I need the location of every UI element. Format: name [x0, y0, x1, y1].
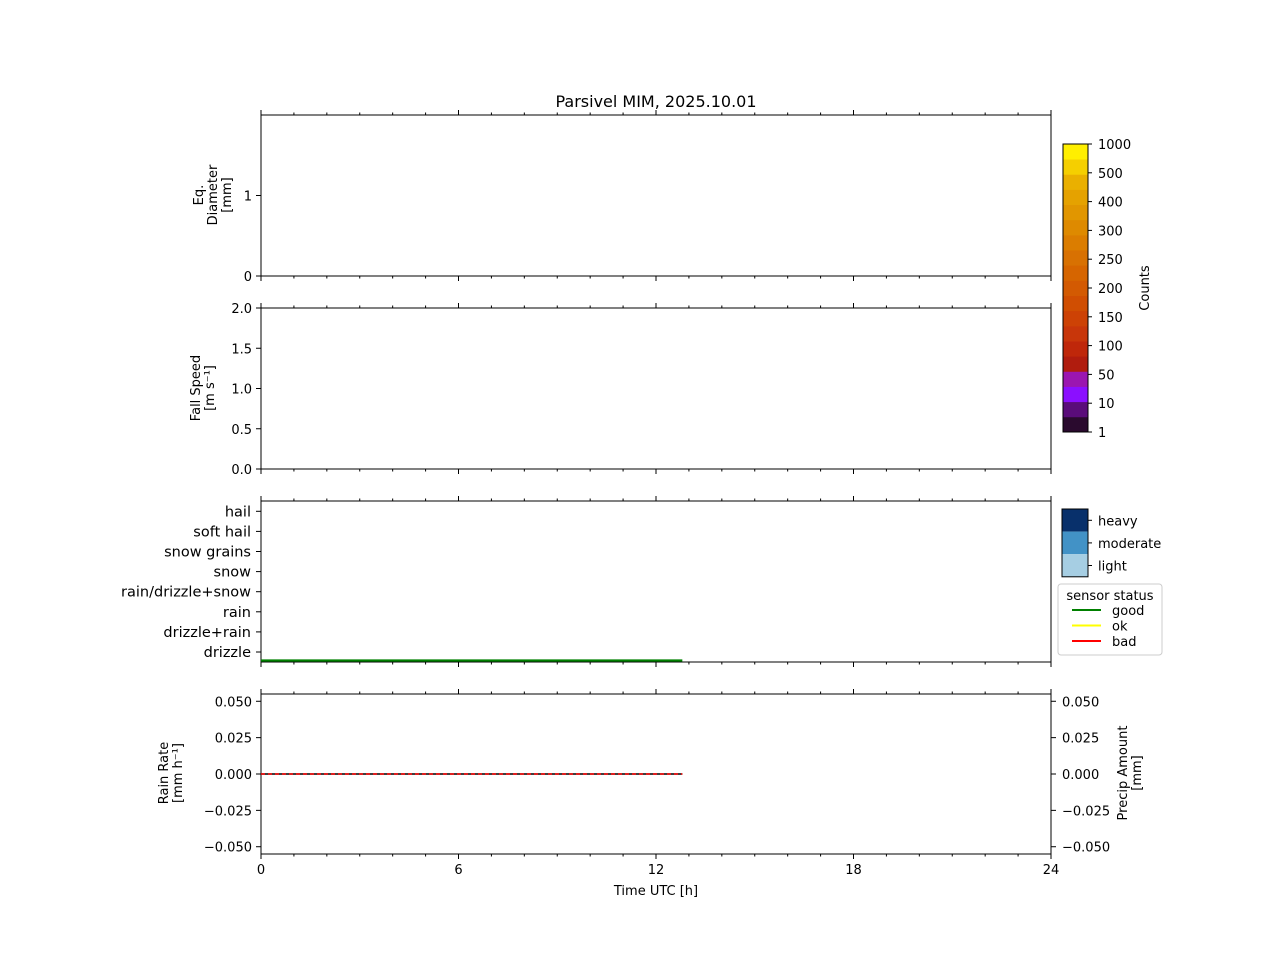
- y-tick-label-right: 0.000: [1062, 768, 1099, 783]
- colorbar-tick-label: 250: [1098, 253, 1123, 268]
- x-tick-label: 12: [648, 863, 665, 878]
- colorbar-tick-label: 10: [1098, 397, 1115, 412]
- y-tick-label: −0.025: [204, 804, 252, 819]
- intensity-label: moderate: [1098, 537, 1161, 552]
- colorbar-tick-label: 50: [1098, 368, 1115, 383]
- colorbar-tick-label: 500: [1098, 167, 1123, 182]
- y-tick-label-right: −0.025: [1062, 804, 1110, 819]
- colorbar-label: Counts: [1138, 265, 1153, 311]
- diameter-axis-label: Eq.Diameter[mm]: [192, 164, 235, 225]
- category-label: drizzle: [204, 645, 251, 661]
- x-tick-label: 18: [845, 863, 862, 878]
- y-tick-label: 2.0: [231, 302, 252, 317]
- x-axis-label: Time UTC [h]: [613, 884, 698, 899]
- colorbar-swatch: [1063, 159, 1088, 175]
- y-tick-label-right: −0.050: [1062, 841, 1110, 856]
- category-label: hail: [225, 504, 251, 520]
- colorbar-swatch: [1063, 341, 1088, 357]
- y-tick-label: 0.5: [231, 423, 252, 438]
- intensity-swatch: [1062, 531, 1088, 555]
- category-label: soft hail: [193, 524, 251, 540]
- y-tick-label: 0.000: [215, 768, 252, 783]
- colorbar-swatch: [1063, 386, 1088, 403]
- colorbar-swatch: [1063, 144, 1088, 160]
- precip-type-panel: drizzle drizzle+rain rain rain/drizzle+snow…: [121, 496, 1052, 667]
- category-label: drizzle+rain: [163, 625, 251, 641]
- colorbar-tick-label: 300: [1098, 224, 1123, 239]
- axis-label-line: [m s⁻¹]: [203, 365, 218, 411]
- plot-frame: [260, 307, 1052, 470]
- y-tick-label: 0.025: [215, 732, 252, 747]
- y-tick-label: 1.0: [231, 383, 252, 398]
- y-tick-label: 0: [244, 270, 252, 285]
- colorbar-swatch: [1063, 280, 1088, 296]
- intensity-frame: [1061, 508, 1089, 578]
- colorbar-swatch: [1063, 234, 1088, 251]
- y-tick-label: 0.050: [215, 695, 252, 710]
- colorbar-tick-label: 1: [1098, 426, 1106, 441]
- axis-label-line: Precip Amount: [1116, 726, 1131, 821]
- fallspeed-panel: 0.0 0.5 1.0 1.5 2.0 Fall Speed[m s⁻¹]: [189, 302, 1052, 478]
- colorbar-swatch: [1063, 371, 1088, 387]
- category-label: snow: [214, 565, 252, 581]
- colorbar-swatch: [1063, 204, 1088, 221]
- y-tick-label: 1: [244, 190, 252, 205]
- x-tick-label: 6: [454, 863, 462, 878]
- x-tick-label: 0: [257, 863, 265, 878]
- colorbar-swatch: [1063, 356, 1088, 372]
- colorbar-swatch: [1063, 295, 1088, 312]
- rain-panel: 0.050 0.025 0.000 −0.025 −0.050 0.050 0.025 0.0…: [157, 689, 1145, 899]
- intensity-swatch: [1062, 554, 1088, 577]
- y-tick-label: 0.0: [231, 463, 252, 478]
- legend-label: good: [1112, 604, 1144, 619]
- counts-colorbar: 1 10 50 100 150 200 250 300 400 500 1000 Counts: [1062, 138, 1153, 441]
- intensity-label: light: [1098, 560, 1127, 575]
- colorbar-swatch: [1063, 189, 1088, 206]
- colorbar-swatch: [1063, 401, 1088, 418]
- y-tick-label-right: 0.025: [1062, 732, 1099, 747]
- legend-label: bad: [1112, 635, 1136, 650]
- x-tick-label: 24: [1043, 863, 1060, 878]
- category-label: rain: [223, 605, 251, 621]
- intensity-label: heavy: [1098, 514, 1138, 529]
- diameter-panel: 0 1 Eq.Diameter[mm]: [192, 110, 1052, 285]
- y-tick-label: 1.5: [231, 342, 252, 357]
- y-tick-label-right: 0.050: [1062, 695, 1099, 710]
- legend-title: sensor status: [1066, 589, 1153, 604]
- legend-label: ok: [1112, 620, 1128, 635]
- axis-label-line: Eq.: [192, 185, 207, 206]
- colorbar-tick-label: 1000: [1098, 138, 1131, 153]
- fallspeed-axis-label: Fall Speed[m s⁻¹]: [189, 355, 218, 421]
- axis-label-line: Rain Rate: [157, 742, 172, 805]
- colorbar-swatch: [1063, 174, 1088, 190]
- colorbar-swatch: [1063, 250, 1088, 266]
- chart-title: Parsivel MIM, 2025.10.01: [555, 92, 756, 111]
- plot-frame: [260, 500, 1052, 663]
- intensity-legend: heavy moderate light: [1061, 508, 1161, 578]
- precip-amount-axis-label: Precip Amount[mm]: [1116, 726, 1145, 821]
- category-label: snow grains: [164, 545, 251, 561]
- axis-label-line: Diameter: [206, 164, 221, 225]
- axis-label-line: [mm]: [220, 177, 235, 212]
- axis-label-line: Fall Speed: [189, 355, 204, 421]
- colorbar-tick-label: 400: [1098, 196, 1123, 211]
- colorbar-swatch: [1063, 265, 1088, 281]
- colorbar-swatch: [1063, 310, 1088, 327]
- plot-frame: [260, 114, 1052, 277]
- category-label: rain/drizzle+snow: [121, 585, 251, 601]
- legend-box: [1057, 583, 1163, 656]
- colorbar-tick-label: 150: [1098, 311, 1123, 326]
- colorbar-tick-label: 200: [1098, 282, 1123, 297]
- colorbar-tick-label: 100: [1098, 340, 1123, 355]
- intensity-swatch: [1062, 509, 1088, 532]
- colorbar-swatch: [1063, 416, 1088, 433]
- rain-rate-axis-label: Rain Rate[mm h⁻¹]: [157, 742, 186, 805]
- colorbar-swatch: [1063, 325, 1088, 342]
- colorbar-swatch: [1063, 219, 1088, 236]
- y-tick-label: −0.050: [204, 841, 252, 856]
- axis-label-line: [mm]: [1130, 755, 1145, 790]
- axis-label-line: [mm h⁻¹]: [171, 743, 186, 803]
